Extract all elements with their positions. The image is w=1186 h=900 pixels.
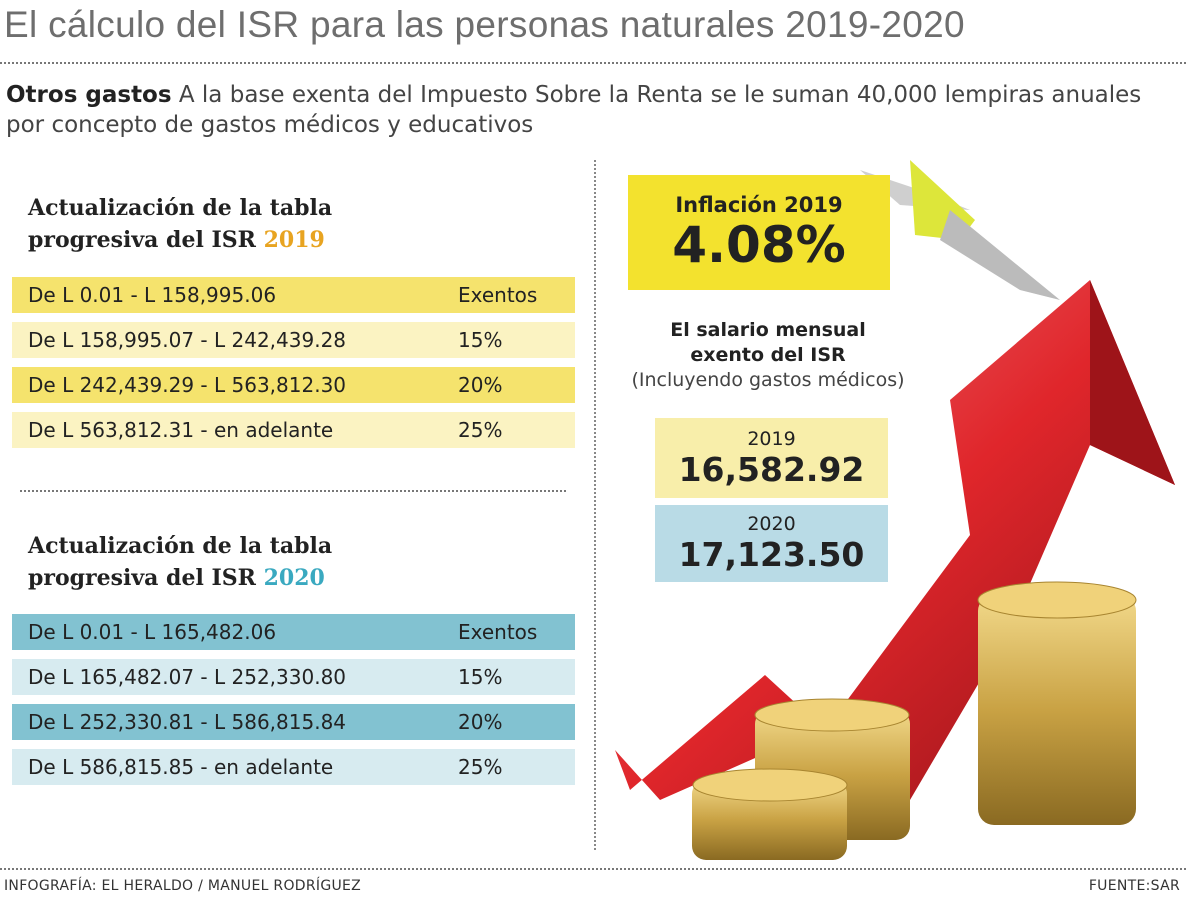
table-2020-heading: Actualización de la tabla progresiva del… <box>28 530 332 594</box>
heading-line: Actualización de la tabla <box>28 195 333 221</box>
table-row: De L 242,439.29 - L 563,812.30 20% <box>12 367 575 403</box>
salary-line: exento del ISR <box>690 344 846 366</box>
table-row: De L 158,995.07 - L 242,439.28 15% <box>12 322 575 358</box>
rate: Exentos <box>458 283 538 307</box>
table-row: De L 165,482.07 - L 252,330.80 15% <box>12 659 575 695</box>
salary-value: 16,582.92 <box>678 449 865 489</box>
subtitle-text: A la base exenta del Impuesto Sobre la R… <box>6 82 1142 138</box>
rate: 20% <box>458 710 503 734</box>
table-row: De L 252,330.81 - L 586,815.84 20% <box>12 704 575 740</box>
rate: 25% <box>458 418 503 442</box>
range: De L 158,995.07 - L 242,439.28 <box>28 328 347 352</box>
column-divider <box>594 160 596 850</box>
salary-2020-box: 2020 17,123.50 <box>655 505 888 582</box>
salary-year: 2019 <box>747 427 796 450</box>
inflation-box: Inflación 2019 4.08% <box>628 175 890 290</box>
salary-note: (Incluyendo gastos médicos) <box>631 369 905 391</box>
salary-caption: El salario mensual exento del ISR (Inclu… <box>600 318 936 393</box>
table-row: De L 563,812.31 - en adelante 25% <box>12 412 575 448</box>
rate: 25% <box>458 755 503 779</box>
salary-2019-box: 2019 16,582.92 <box>655 418 888 498</box>
growth-arrow-coins-illustration <box>615 160 1175 860</box>
range: De L 165,482.07 - L 252,330.80 <box>28 665 347 689</box>
heading-line: Actualización de la tabla <box>28 533 333 559</box>
inflation-label: Inflación 2019 <box>675 192 843 217</box>
arrow-icon <box>615 280 1175 800</box>
rate: Exentos <box>458 620 538 644</box>
rate: 15% <box>458 328 503 352</box>
range: De L 586,815.85 - en adelante <box>28 755 334 779</box>
heading-line: progresiva del ISR <box>28 565 264 591</box>
subtitle: Otros gastos A la base exenta del Impues… <box>6 80 1176 140</box>
rate: 15% <box>458 665 503 689</box>
rate: 20% <box>458 373 503 397</box>
coin-stack-icon <box>692 768 848 860</box>
coin-stack-icon <box>977 581 1137 825</box>
footer-divider <box>0 868 1186 870</box>
range: De L 252,330.81 - L 586,815.84 <box>28 710 347 734</box>
heading-year: 2020 <box>263 565 325 591</box>
range: De L 0.01 - L 165,482.06 <box>28 620 277 644</box>
salary-year: 2020 <box>747 513 796 535</box>
heading-year: 2019 <box>263 227 325 253</box>
heading-line: progresiva del ISR <box>28 227 264 253</box>
bird-icon <box>860 160 1060 300</box>
table-row: De L 586,815.85 - en adelante 25% <box>12 749 575 785</box>
subtitle-lead: Otros gastos <box>6 82 172 108</box>
page-title: El cálculo del ISR para las personas nat… <box>4 4 965 45</box>
title-divider <box>0 62 1186 64</box>
table-row: De L 0.01 - L 165,482.06 Exentos <box>12 614 575 650</box>
inflation-value: 4.08% <box>672 215 846 274</box>
table-divider <box>20 490 566 492</box>
range: De L 242,439.29 - L 563,812.30 <box>28 373 347 397</box>
footer-credit: INFOGRAFÍA: EL HERALDO / MANUEL RODRÍGUE… <box>4 878 362 894</box>
range: De L 563,812.31 - en adelante <box>28 418 334 442</box>
table-2019-heading: Actualización de la tabla progresiva del… <box>28 192 332 256</box>
footer-source: FUENTE:SAR <box>1088 878 1180 894</box>
salary-line: El salario mensual <box>670 319 866 341</box>
salary-value: 17,123.50 <box>678 535 865 574</box>
range: De L 0.01 - L 158,995.06 <box>28 283 277 307</box>
table-row: De L 0.01 - L 158,995.06 Exentos <box>12 277 575 313</box>
